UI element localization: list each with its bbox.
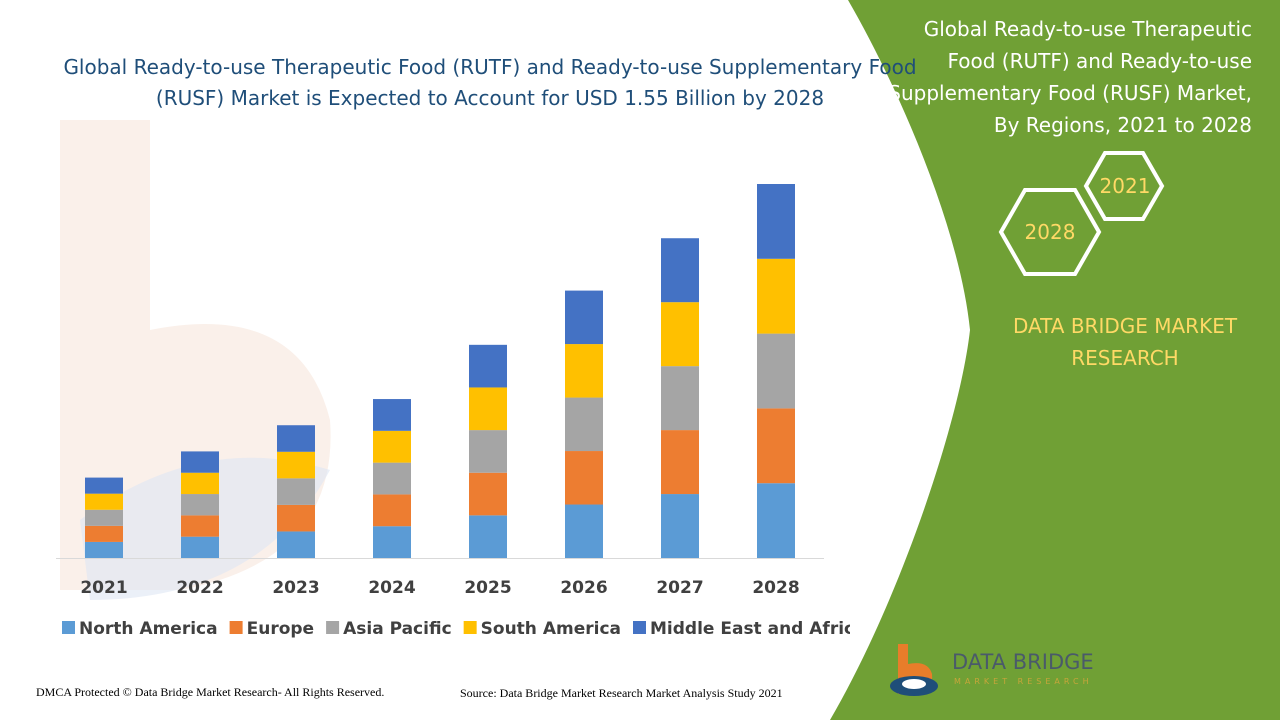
bar-2025-south-america: [469, 387, 507, 431]
bar-2026-middle-east-and-africa: [565, 290, 603, 345]
x-tick-label: 2021: [80, 578, 127, 598]
x-tick-label: 2024: [368, 578, 415, 598]
bar-2027-asia-pacific: [661, 366, 699, 431]
bar-2028-south-america: [757, 258, 795, 334]
bar-2027-europe: [661, 430, 699, 495]
x-tick-label: 2026: [560, 578, 607, 598]
bar-2026-europe: [565, 451, 603, 505]
bar-2024-asia-pacific: [373, 462, 411, 495]
logo-name: DATA BRIDGE: [952, 650, 1094, 674]
bar-2024-south-america: [373, 430, 411, 463]
bar-2025-asia-pacific: [469, 430, 507, 473]
bar-2028-europe: [757, 408, 795, 484]
legend-swatch: [326, 621, 340, 634]
brand-text: DATA BRIDGE MARKET RESEARCH: [1012, 314, 1238, 370]
bar-2024-europe: [373, 494, 411, 527]
chart-title: Global Ready-to-use Therapeutic Food (RU…: [63, 55, 917, 110]
bar-2024-north-america: [373, 526, 411, 558]
bar-2023-asia-pacific: [277, 478, 315, 505]
bar-2022-asia-pacific: [181, 494, 219, 516]
legend-label: South America: [481, 619, 621, 639]
x-tick-label: 2025: [464, 578, 511, 598]
legend-swatch: [229, 621, 243, 634]
bar-2026-asia-pacific: [565, 397, 603, 452]
hex-outline-2028: [998, 188, 1102, 276]
bar-2023-europe: [277, 504, 315, 532]
legend-label: Asia Pacific: [343, 619, 452, 639]
legend-swatch: [633, 621, 646, 634]
x-tick-label: 2028: [752, 578, 799, 598]
bar-2023-south-america: [277, 451, 315, 479]
bar-2021-asia-pacific: [85, 509, 123, 526]
bar-2024-middle-east-and-africa: [373, 399, 411, 431]
bar-2028-middle-east-and-africa: [757, 184, 795, 259]
hex-label-end: 2028: [1024, 220, 1076, 244]
bar-2021-europe: [85, 525, 123, 542]
x-tick-label: 2027: [656, 578, 703, 598]
source-note: Source: Data Bridge Market Research Mark…: [460, 686, 783, 700]
bar-2027-south-america: [661, 302, 699, 367]
bar-2021-north-america: [85, 541, 123, 558]
bar-2027-north-america: [661, 494, 699, 558]
bar-2026-north-america: [565, 504, 603, 558]
legend-label: Europe: [247, 619, 314, 639]
x-tick-label: 2023: [272, 578, 319, 598]
bar-2028-asia-pacific: [757, 333, 795, 409]
bar-2026-south-america: [565, 344, 603, 398]
legend-label: North America: [79, 619, 218, 639]
hex-label-start: 2021: [1099, 174, 1151, 198]
legend-label: Middle East and Africa: [650, 619, 850, 639]
bar-2022-middle-east-and-africa: [181, 451, 219, 473]
legend-swatch: [463, 621, 477, 634]
logo-tagline: MARKET RESEARCH: [954, 677, 1093, 686]
bar-2021-south-america: [85, 493, 123, 510]
bar-2025-europe: [469, 472, 507, 516]
hex-outline-2021: [1083, 151, 1165, 221]
bar-2022-europe: [181, 515, 219, 537]
stacked-bar-chart: 2021 2022 2023 2024 2025 2026 2027 2028 North Am…: [56, 184, 850, 639]
bar-2021-middle-east-and-africa: [85, 477, 123, 494]
copyright-notice: DMCA Protected © Data Bridge Market Rese…: [36, 685, 385, 699]
bar-2023-north-america: [277, 531, 315, 558]
bar-2023-middle-east-and-africa: [277, 425, 315, 452]
logo-icon: [890, 644, 938, 696]
bar-2025-middle-east-and-africa: [469, 344, 507, 388]
legend-swatch: [62, 621, 75, 634]
bar-2022-south-america: [181, 472, 219, 495]
bar-2027-middle-east-and-africa: [661, 238, 699, 303]
panel-title: Global Ready-to-use Therapeutic Food (RU…: [888, 17, 1252, 137]
bar-2022-north-america: [181, 536, 219, 558]
bar-2025-north-america: [469, 515, 507, 558]
bar-2028-north-america: [757, 483, 795, 558]
x-tick-label: 2022: [176, 578, 223, 598]
